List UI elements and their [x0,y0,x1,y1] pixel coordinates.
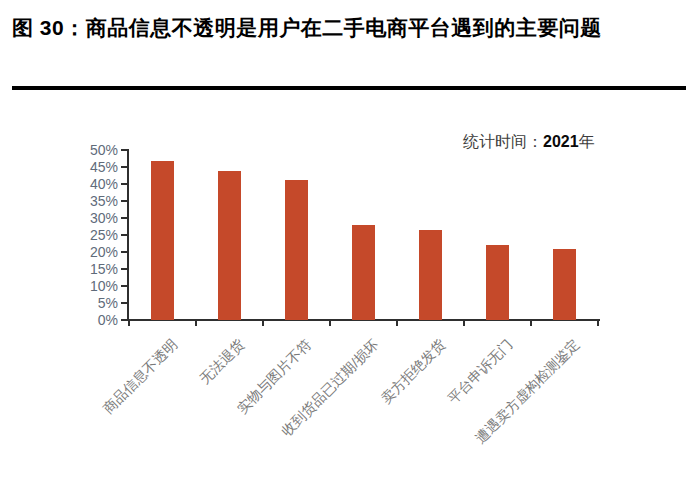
y-axis-tick-label: 50% [58,141,118,159]
y-axis-tick-label: 15% [58,260,118,278]
bar [553,249,576,320]
stat-time-year: 2021 [543,133,579,150]
title-divider [12,86,686,90]
y-axis-tick-label: 40% [58,175,118,193]
y-axis-tick-label: 20% [58,243,118,261]
y-axis-tick-label: 5% [58,294,118,312]
y-axis-tick [121,149,127,151]
y-axis-tick [121,251,127,253]
y-axis-tick [121,217,127,219]
x-axis-tick [195,321,197,326]
y-axis-tick [121,200,127,202]
y-axis-tick-label: 45% [58,158,118,176]
bar [352,225,375,320]
bar [285,180,308,320]
x-axis-tick [530,321,532,326]
y-axis-tick-label: 0% [58,311,118,329]
bar [486,245,509,320]
y-axis-tick [121,285,127,287]
stat-time-note: 统计时间：2021年 [463,132,595,153]
y-axis-tick [121,319,127,321]
stat-time-label: 统计时间： [463,133,543,150]
y-axis-tick-label: 35% [58,192,118,210]
y-axis-tick [121,302,127,304]
y-axis-tick [121,166,127,168]
x-axis-tick [329,321,331,326]
y-axis-tick-label: 30% [58,209,118,227]
x-axis-tick [463,321,465,326]
bar [151,161,174,320]
stat-time-year-suffix: 年 [579,133,595,150]
bar [419,230,442,320]
y-axis-tick [121,183,127,185]
y-axis-tick [121,234,127,236]
bar [218,171,241,320]
y-axis-tick-label: 10% [58,277,118,295]
figure-title: 图 30：商品信息不透明是用户在二手电商平台遇到的主要问题 [12,14,688,42]
y-axis-tick-label: 25% [58,226,118,244]
y-axis-line [127,149,129,321]
x-axis-tick [597,321,599,326]
y-axis-tick [121,268,127,270]
x-axis-tick [262,321,264,326]
x-axis-tick [128,321,130,326]
x-axis-tick [396,321,398,326]
report-figure-page: 图 30：商品信息不透明是用户在二手电商平台遇到的主要问题 统计时间：2021年… [0,0,700,500]
